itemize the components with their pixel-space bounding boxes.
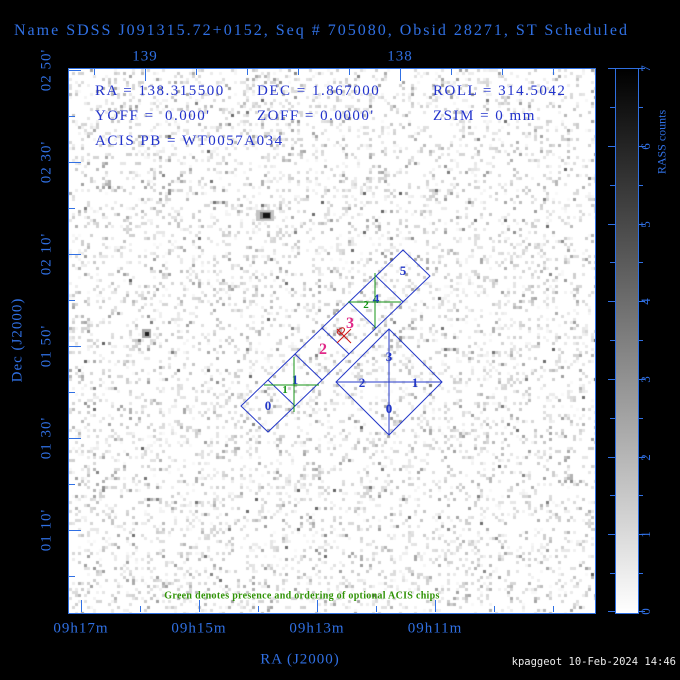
tick-label: 7 — [638, 64, 653, 72]
tick-label: 09h11m — [407, 620, 463, 637]
observation-title: Name SDSS J091315.72+0152, Seq # 705080,… — [14, 22, 629, 39]
colorbar-title: RASS counts — [654, 109, 669, 175]
tick — [608, 611, 615, 612]
tick-label: 02 50' — [38, 48, 55, 92]
tick — [69, 392, 75, 393]
tick — [638, 262, 643, 263]
tick — [610, 495, 615, 496]
tick-label: 09h17m — [53, 620, 109, 637]
tick — [638, 107, 643, 108]
tick — [638, 573, 643, 574]
tick — [69, 530, 81, 531]
tick — [638, 457, 645, 458]
tick — [298, 69, 299, 75]
ra-axis-title: RA (J2000) — [260, 651, 340, 668]
tick — [608, 534, 615, 535]
tick — [69, 300, 75, 301]
colorbar — [615, 68, 639, 614]
tick-label: 02 10' — [38, 232, 55, 276]
tick — [610, 185, 615, 186]
tick-label: 0 — [638, 607, 653, 615]
tick — [608, 379, 615, 380]
tick — [610, 573, 615, 574]
tick — [145, 69, 146, 81]
tick — [502, 69, 503, 75]
info-dec: DEC = 1.867000 — [257, 83, 381, 99]
tick — [317, 600, 318, 612]
tick — [610, 340, 615, 341]
tick-label: 01 10' — [38, 508, 55, 552]
tick — [638, 340, 643, 341]
dec-axis-title: Dec (J2000) — [9, 297, 26, 383]
tick — [69, 116, 75, 117]
tick-label: 09h13m — [289, 620, 345, 637]
tick — [376, 606, 377, 612]
tick — [610, 262, 615, 263]
info-zsim: ZSIM = 0 mm — [433, 108, 536, 124]
tick — [69, 438, 81, 439]
info-yoff: YOFF = 0.000' — [95, 108, 211, 124]
timestamp: kpaggeot 10-Feb-2024 14:46 — [511, 656, 676, 668]
tick-label: 5 — [638, 220, 653, 228]
tick — [494, 606, 495, 612]
tick — [638, 534, 645, 535]
tick — [94, 69, 95, 75]
tick — [608, 68, 615, 69]
tick-label: 6 — [638, 142, 653, 150]
tick — [638, 301, 645, 302]
tick-label: 01 30' — [38, 416, 55, 460]
tick-label: 138 — [387, 48, 413, 65]
tick — [69, 484, 75, 485]
tick — [608, 146, 615, 147]
optional-chips-note: Green denotes presence and ordering of o… — [164, 590, 440, 602]
tick — [69, 576, 75, 577]
tick — [610, 107, 615, 108]
tick — [199, 600, 200, 612]
tick — [638, 146, 645, 147]
tick-label: 02 30' — [38, 140, 55, 184]
tick-label: 09h15m — [171, 620, 227, 637]
tick — [349, 69, 350, 75]
tick — [638, 495, 643, 496]
tick — [435, 600, 436, 612]
tick — [553, 69, 554, 75]
info-zoff: ZOFF = 0.0000' — [257, 108, 375, 124]
info-roll: ROLL = 314.5042 — [433, 83, 567, 99]
tick — [608, 301, 615, 302]
sky-image[interactable] — [69, 69, 595, 613]
tick — [196, 69, 197, 75]
tick — [69, 346, 81, 347]
tick — [608, 224, 615, 225]
tick-label: 3 — [638, 375, 653, 383]
tick-label: 2 — [638, 453, 653, 461]
tick-label: 139 — [132, 48, 158, 65]
tick — [69, 70, 81, 71]
tick — [610, 418, 615, 419]
tick — [451, 69, 452, 75]
tick — [69, 208, 75, 209]
tick — [638, 224, 645, 225]
tick — [81, 600, 82, 612]
tick — [258, 606, 259, 612]
tick — [140, 606, 141, 612]
tick — [638, 611, 645, 612]
info-ra: RA = 138.315500 — [95, 83, 225, 99]
tick — [400, 69, 401, 81]
tick-label: 01 50' — [38, 324, 55, 368]
tick-label: 1 — [638, 530, 653, 538]
tick — [247, 69, 248, 75]
tick — [638, 185, 643, 186]
tick — [69, 254, 81, 255]
info-acis-pb: ACIS PB = WT0057A034 — [95, 133, 284, 149]
tick — [608, 457, 615, 458]
tick — [638, 418, 643, 419]
sky-map[interactable] — [68, 68, 596, 614]
tick — [638, 68, 645, 69]
tick-label: 4 — [638, 297, 653, 305]
tick — [69, 162, 81, 163]
tick — [638, 379, 645, 380]
tick — [553, 606, 554, 612]
